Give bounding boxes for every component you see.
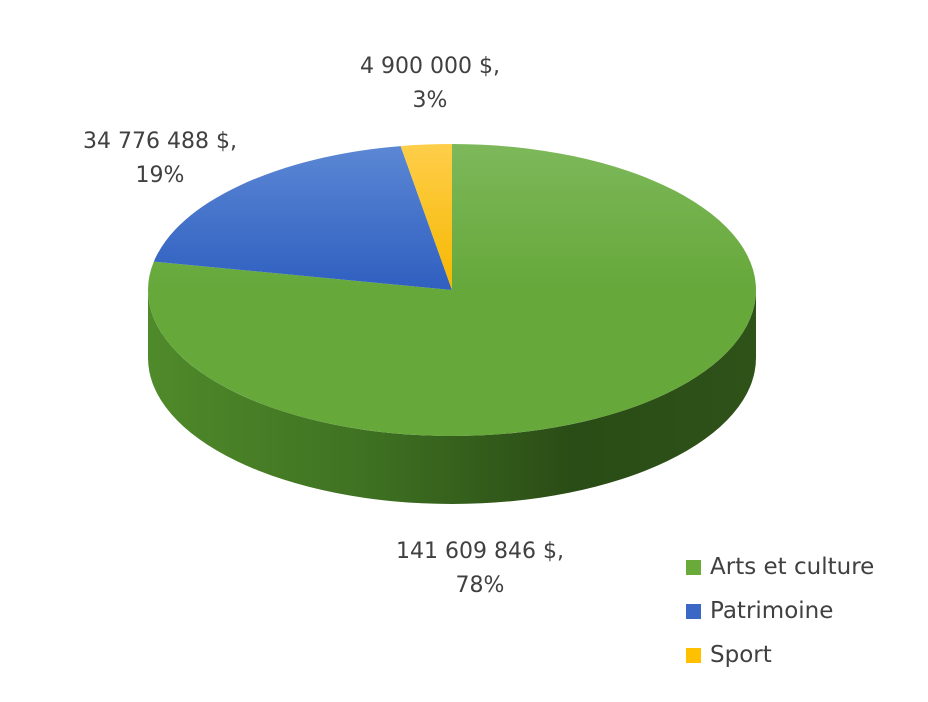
legend-swatch [686,647,701,663]
legend-item-sport[interactable]: Sport [686,633,874,677]
pie-side-arts [148,290,756,504]
legend-label: Sport [710,642,772,668]
data-label-percent: 3% [412,88,448,113]
pie-slice-patrimoine[interactable] [153,146,452,290]
legend-swatch [686,603,701,619]
legend: Arts et culture Patrimoine Sport [686,545,874,677]
data-label-value: 34 776 488 $, [83,129,237,154]
legend-label: Arts et culture [710,554,875,580]
legend-swatch [686,559,701,575]
data-label-sport: 4 900 000 $, 3% [330,50,530,118]
legend-label: Patrimoine [710,598,834,624]
legend-item-patrimoine[interactable]: Patrimoine [686,589,874,633]
data-label-percent: 19% [135,163,185,188]
data-label-value: 4 900 000 $, [360,54,500,79]
legend-item-arts[interactable]: Arts et culture [686,545,874,589]
pie-slice-sport[interactable] [400,144,452,290]
data-label-patrimoine: 34 776 488 $, 19% [60,125,260,193]
data-label-value: 141 609 846 $, [396,539,564,564]
data-label-percent: 78% [455,573,505,598]
data-label-arts: 141 609 846 $, 78% [380,535,580,603]
